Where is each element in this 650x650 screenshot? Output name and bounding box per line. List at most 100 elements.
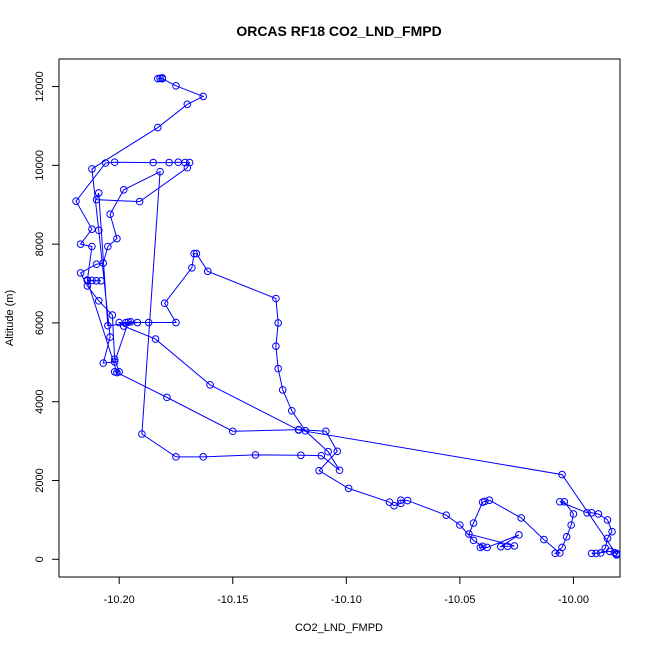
data-point [190,249,198,258]
y-tick-label: 10000 [34,150,46,181]
data-point [567,521,575,529]
data-point [333,447,342,456]
data-point [94,297,103,305]
data-point [99,359,108,367]
data-point [110,158,119,167]
data-point [469,519,478,527]
data-point [288,406,296,415]
data-point [165,158,173,167]
data-point [317,451,326,460]
data-point [188,263,196,272]
data-point [94,226,103,235]
data-point [485,496,494,504]
data-point [478,542,487,551]
data-point [274,364,282,373]
plot-area [72,74,621,559]
data-point [324,447,332,456]
y-tick-label: 0 [34,556,46,562]
data-point [151,335,160,343]
x-axis-label: CO2_LND_FMPD [295,622,383,634]
x-tick-label: -10.10 [331,594,362,606]
data-point [88,276,96,285]
data-point [558,470,566,479]
data-point [94,189,103,197]
data-point [496,542,505,551]
data-point [154,123,162,132]
data-point [199,92,208,101]
data-point [101,159,110,167]
data-point [442,511,451,519]
data-point [172,318,180,327]
data-point [183,100,192,109]
data-point [596,549,605,557]
data-point [149,158,158,167]
data-point [344,484,353,493]
data-point [181,158,189,167]
data-point [315,466,323,475]
data-point [203,267,212,276]
data-point [92,276,101,285]
data-point [562,533,571,541]
data-point [183,163,192,172]
data-point [160,299,169,308]
data-point [551,549,560,558]
data-point [199,453,208,461]
data-point [272,294,280,303]
data-point [115,367,123,376]
data-point [88,165,96,173]
data-point [172,81,180,90]
data-point [274,319,282,327]
data-point [185,158,194,167]
data-point [104,242,112,251]
data-point [156,167,164,176]
data-point [515,531,523,539]
data-point [556,497,564,506]
data-point [206,380,214,389]
data-point [456,521,464,529]
data-point [113,234,121,243]
data-point [603,516,612,524]
data-point [106,210,114,218]
data-point [83,282,92,290]
data-point [560,497,569,506]
data-point [397,496,405,504]
data-point [335,466,344,475]
y-tick-label: 8000 [34,232,46,256]
chart-title: ORCAS RF18 CO2_LND_FMPD [236,23,441,39]
data-point [540,535,548,544]
data-point [517,514,526,522]
data-point [135,197,144,206]
data-point [601,544,610,553]
data-point [556,549,564,557]
data-point [385,498,394,506]
y-axis: 0 2000 4000 6000 8000 10000 12000 [34,71,60,562]
data-point [569,510,578,518]
data-point [92,195,101,204]
data-point [272,342,280,350]
data-point [583,508,591,517]
data-point [104,321,112,330]
x-axis: -10.20 -10.15 -10.10 -10.05 -10.00 [104,576,589,606]
data-point [608,527,616,536]
data-point [397,499,405,508]
series-0-line [75,77,618,555]
data-point [465,530,473,538]
data-point [110,367,119,376]
data-point [478,498,487,506]
x-tick-label: -10.00 [558,594,589,606]
data-point [115,318,123,327]
data-point [76,269,85,277]
data-point [228,427,237,436]
data-point [278,386,287,394]
series-1-line [79,170,618,555]
data-point [88,242,96,251]
x-tick-label: -10.15 [217,594,248,606]
data-point [158,74,167,82]
data-point [592,549,600,558]
data-point [612,550,621,559]
y-tick-label: 6000 [34,311,46,335]
x-tick-label: -10.05 [444,594,475,606]
data-point [72,197,80,205]
data-point [297,451,305,460]
data-point [172,453,180,461]
